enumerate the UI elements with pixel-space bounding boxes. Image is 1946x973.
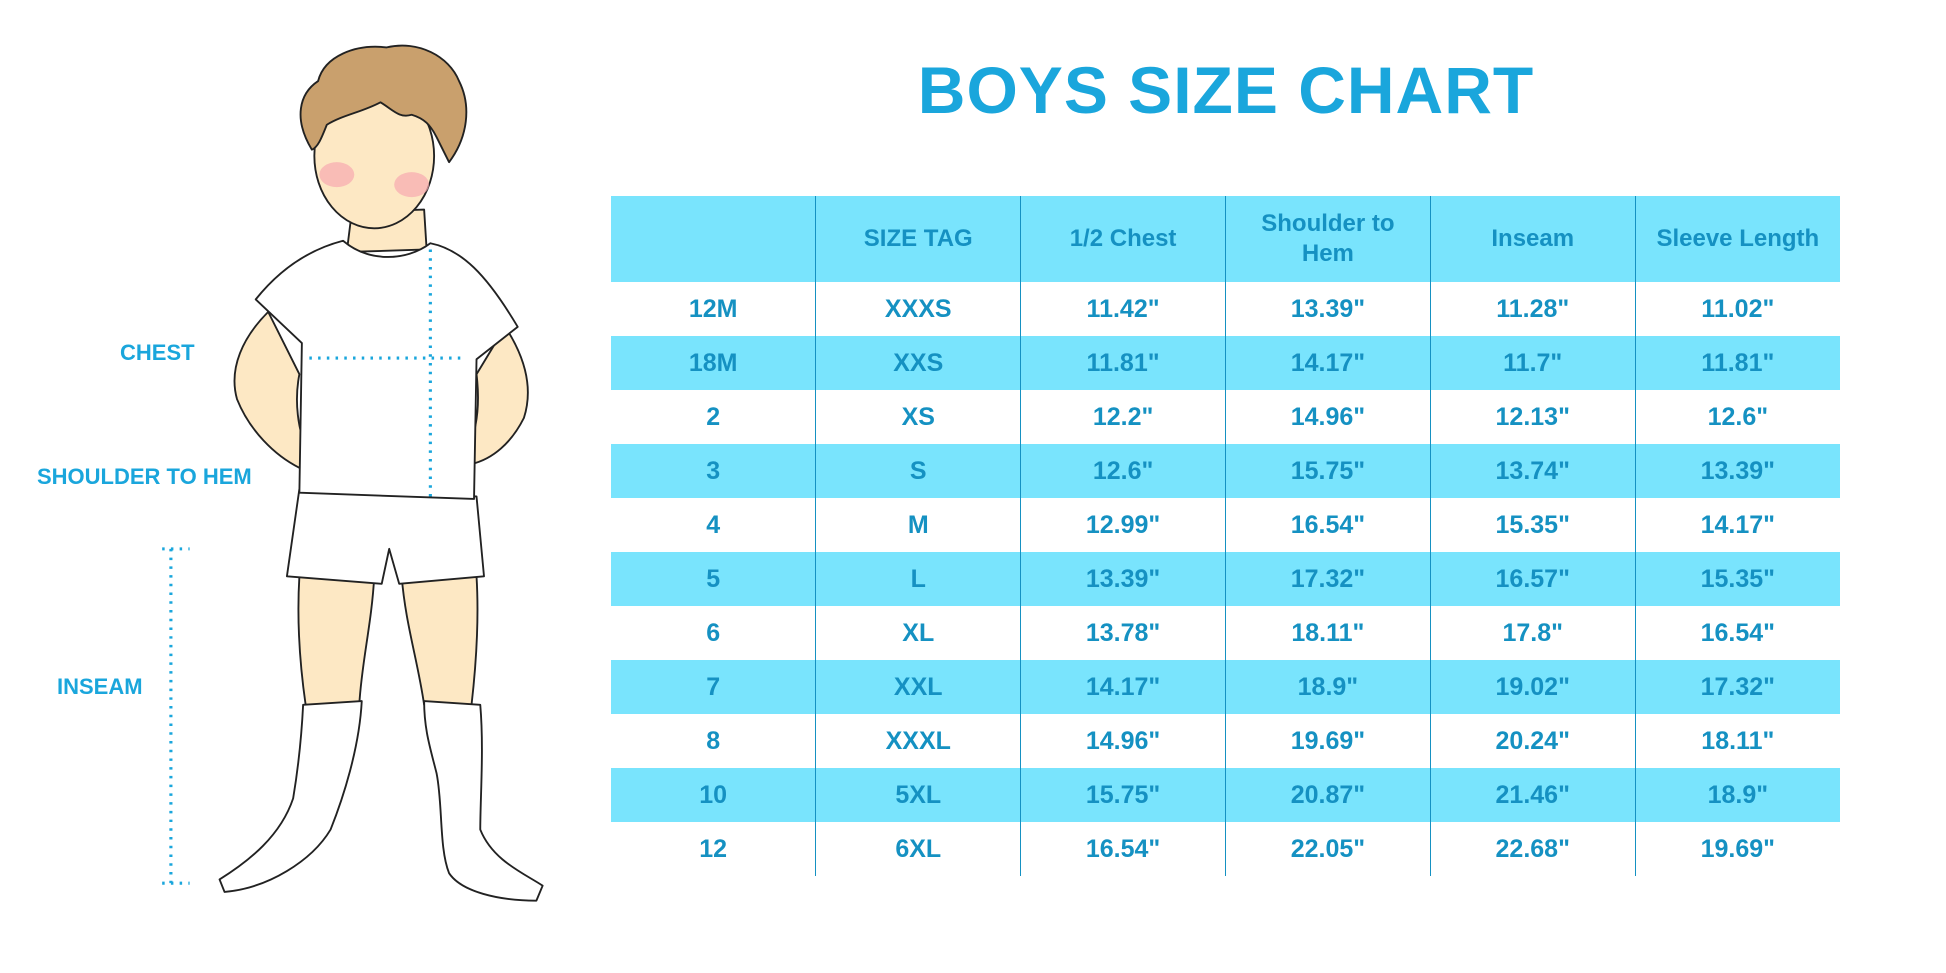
cell-size-tag: XXXL	[815, 714, 1021, 768]
cell-size-tag: XXS	[815, 336, 1021, 390]
cell-sleeve-length: 17.32"	[1634, 660, 1840, 714]
cell-size: 3	[611, 444, 816, 498]
cell-size-tag: XXL	[815, 660, 1021, 714]
cell-shoulder-to-hem: 20.87"	[1224, 768, 1431, 822]
cell-shoulder-to-hem: 14.96"	[1224, 390, 1431, 444]
chest-label: CHEST	[120, 340, 195, 365]
table-row: 7 XXL 14.17" 18.9" 19.02" 17.32"	[611, 660, 1840, 714]
header-size-tag: SIZE TAG	[815, 196, 1021, 282]
left-sock	[218, 700, 363, 893]
cell-shoulder-to-hem: 17.32"	[1224, 552, 1431, 606]
table-row: 4 M 12.99" 16.54" 15.35" 14.17"	[611, 498, 1840, 552]
page-title: BOYS SIZE CHART	[917, 53, 1535, 127]
right-arm	[466, 325, 529, 465]
cell-shoulder-to-hem: 22.05"	[1224, 822, 1431, 876]
cell-size: 2	[706, 402, 721, 431]
cell-size: 12	[699, 834, 728, 863]
cell-sleeve-length: 18.9"	[1634, 768, 1840, 822]
cell-half-chest: 13.78"	[1020, 606, 1226, 660]
cell-inseam: 19.02"	[1429, 660, 1636, 714]
cell-half-chest: 12.6"	[1020, 444, 1226, 498]
header-half-chest: 1/2 Chest	[1020, 196, 1226, 282]
cell-size: 12M	[688, 294, 738, 323]
right-leg	[400, 575, 479, 706]
table-row: 5 L 13.39" 17.32" 16.57" 15.35"	[611, 552, 1840, 606]
cell-shoulder-to-hem: 18.11"	[1224, 606, 1431, 660]
cell-size: 8	[706, 726, 721, 755]
shorts	[285, 488, 485, 585]
cell-half-chest: 11.42"	[1020, 282, 1226, 336]
cell-size: 7	[611, 660, 816, 714]
header-inseam: Inseam	[1429, 196, 1636, 282]
cell-sleeve-length: 15.35"	[1634, 552, 1840, 606]
cell-inseam: 17.8"	[1429, 606, 1636, 660]
cell-half-chest: 12.99"	[1020, 498, 1226, 552]
cell-size: 5	[611, 552, 816, 606]
cell-half-chest: 12.2"	[1020, 390, 1226, 444]
cell-half-chest: 15.75"	[1020, 768, 1226, 822]
left-leg	[297, 575, 376, 706]
table-row: 12M XXXS 11.42" 13.39" 11.28" 11.02"	[611, 282, 1840, 336]
table-header-row: SIZE TAG 1/2 Chest Shoulder to Hem Insea…	[611, 196, 1840, 282]
right-sock	[423, 700, 544, 902]
table-row: 8 XXXL 14.96" 19.69" 20.24" 18.11"	[611, 714, 1840, 768]
table-row: 10 5XL 15.75" 20.87" 21.46" 18.9"	[611, 768, 1840, 822]
cell-sleeve-length: 11.02"	[1634, 282, 1840, 336]
table-row: 6 XL 13.78" 18.11" 17.8" 16.54"	[611, 606, 1840, 660]
cell-size: 18M	[611, 336, 816, 390]
cell-sleeve-length: 11.81"	[1634, 336, 1840, 390]
cell-inseam: 13.74"	[1429, 444, 1636, 498]
cell-shoulder-to-hem: 14.17"	[1224, 336, 1431, 390]
table-row: 2 XS 12.2" 14.96" 12.13" 12.6"	[611, 390, 1840, 444]
cell-sleeve-length: 16.54"	[1634, 606, 1840, 660]
cell-inseam: 21.46"	[1429, 768, 1636, 822]
cell-half-chest: 13.39"	[1020, 552, 1226, 606]
cell-shoulder-to-hem: 15.75"	[1224, 444, 1431, 498]
cell-half-chest: 14.17"	[1020, 660, 1226, 714]
inseam-label: INSEAM	[57, 674, 143, 699]
shirt	[254, 239, 519, 500]
cell-size-tag: XL	[815, 606, 1021, 660]
cell-half-chest: 11.81"	[1020, 336, 1226, 390]
cell-size-tag: S	[815, 444, 1021, 498]
cell-half-chest: 16.54"	[1020, 822, 1226, 876]
cell-inseam: 15.35"	[1429, 498, 1636, 552]
hair	[299, 44, 468, 164]
cell-size-tag: XS	[815, 390, 1021, 444]
cell-inseam: 12.13"	[1429, 390, 1636, 444]
header-sleeve-length: Sleeve Length	[1634, 196, 1840, 282]
cell-size-tag: 6XL	[815, 822, 1021, 876]
cell-sleeve-length: 12.6"	[1634, 390, 1840, 444]
cell-shoulder-to-hem: 18.9"	[1224, 660, 1431, 714]
cell-size-tag: L	[815, 552, 1021, 606]
cell-size-tag: XXXS	[815, 282, 1021, 336]
cell-size: 4	[706, 510, 721, 539]
table-row: 3 S 12.6" 15.75" 13.74" 13.39"	[611, 444, 1840, 498]
cell-size: 6	[706, 618, 721, 647]
cell-sleeve-length: 19.69"	[1634, 822, 1840, 876]
left-arm	[233, 310, 311, 469]
cell-inseam: 20.24"	[1429, 714, 1636, 768]
cell-sleeve-length: 14.17"	[1634, 498, 1840, 552]
size-chart-table: SIZE TAG 1/2 Chest Shoulder to Hem Insea…	[611, 196, 1840, 876]
cell-shoulder-to-hem: 19.69"	[1224, 714, 1431, 768]
cell-inseam: 11.7"	[1429, 336, 1636, 390]
table-row: 12 6XL 16.54" 22.05" 22.68" 19.69"	[611, 822, 1840, 876]
cell-size-tag: M	[815, 498, 1021, 552]
cell-size: 10	[611, 768, 816, 822]
cell-shoulder-to-hem: 13.39"	[1224, 282, 1431, 336]
cell-sleeve-length: 13.39"	[1634, 444, 1840, 498]
cell-inseam: 16.57"	[1429, 552, 1636, 606]
table-row: 18M XXS 11.81" 14.17" 11.7" 11.81"	[611, 336, 1840, 390]
cell-sleeve-length: 18.11"	[1634, 714, 1840, 768]
cell-size-tag: 5XL	[815, 768, 1021, 822]
header-shoulder-to-hem: Shoulder to Hem	[1224, 196, 1431, 282]
cell-inseam: 11.28"	[1429, 282, 1636, 336]
shoulder-to-hem-label: SHOULDER TO HEM	[37, 464, 252, 489]
cell-half-chest: 14.96"	[1020, 714, 1226, 768]
header-size	[611, 196, 816, 282]
cell-inseam: 22.68"	[1429, 822, 1636, 876]
cell-shoulder-to-hem: 16.54"	[1224, 498, 1431, 552]
